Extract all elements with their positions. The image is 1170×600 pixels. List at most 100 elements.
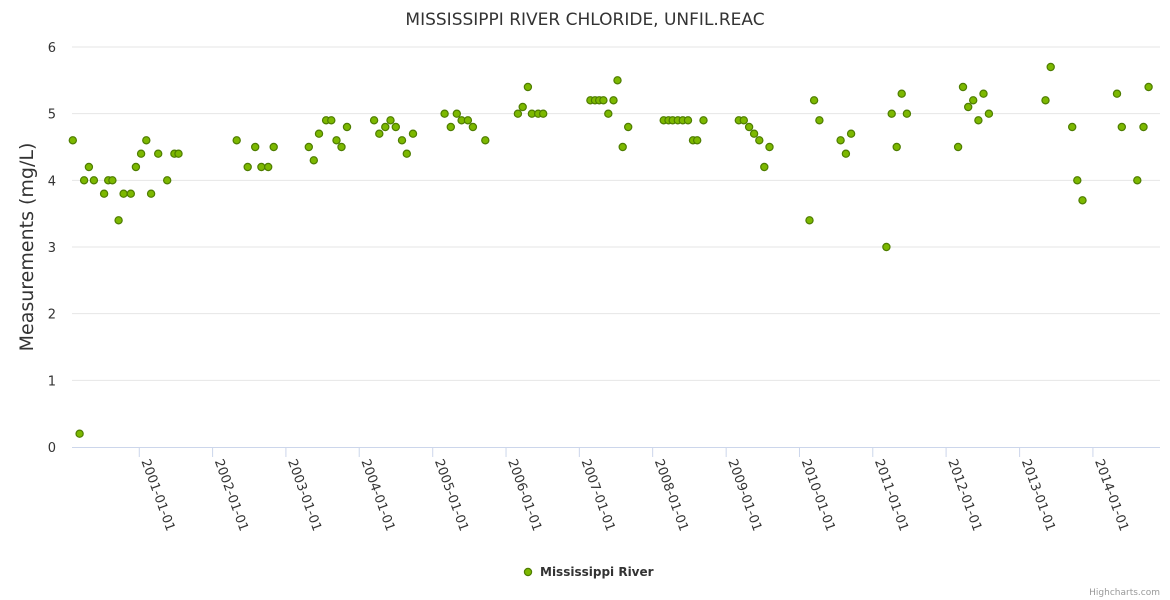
data-point[interactable] [162,176,172,185]
data-point[interactable] [805,216,814,225]
data-point[interactable] [902,109,912,118]
data-point[interactable] [375,129,384,138]
data-point[interactable] [327,116,336,125]
data-point[interactable] [624,122,633,132]
data-point[interactable] [391,122,400,132]
data-point[interactable] [250,142,260,152]
data-point[interactable] [846,129,856,138]
data-point[interactable] [142,136,151,145]
data-point[interactable] [153,149,163,158]
data-point[interactable] [452,109,461,118]
data-point[interactable] [1139,122,1148,132]
credits-link[interactable]: Highcharts.com [1089,588,1160,598]
data-point[interactable] [114,216,123,225]
data-point[interactable] [693,136,702,145]
data-point[interactable] [1067,122,1077,132]
data-point[interactable] [99,189,109,198]
data-point[interactable] [481,136,490,145]
data-point[interactable] [1078,196,1087,205]
data-point[interactable] [1133,176,1142,185]
data-point[interactable] [599,96,608,105]
data-point[interactable] [397,136,407,145]
data-point[interactable] [304,142,313,152]
data-point[interactable] [269,142,278,152]
data-point[interactable] [979,89,988,98]
data-point[interactable] [984,109,994,118]
data-point[interactable] [68,136,78,145]
data-point[interactable] [264,162,273,172]
data-point[interactable] [232,136,241,145]
data-point[interactable] [755,136,764,145]
data-point[interactable] [953,142,963,152]
data-point[interactable] [969,96,978,105]
data-point[interactable] [332,136,341,145]
data-point[interactable] [1046,62,1055,72]
data-point[interactable] [836,136,845,145]
y-tick-label: 0 [48,441,56,456]
data-point[interactable] [523,82,533,92]
data-point[interactable] [119,189,128,198]
data-point[interactable] [146,189,156,198]
data-point[interactable] [744,122,754,132]
data-point[interactable] [887,109,896,118]
series-mississippi-river[interactable] [68,62,1153,438]
data-point[interactable] [964,102,973,112]
data-point[interactable] [337,142,346,152]
data-point[interactable] [75,429,84,438]
data-point[interactable] [1041,96,1050,105]
data-point[interactable] [314,129,324,138]
data-point[interactable] [749,129,759,138]
data-point[interactable] [108,176,117,185]
data-point[interactable] [342,122,352,132]
data-point[interactable] [243,162,252,172]
y-tick-label: 4 [48,174,56,189]
data-point[interactable] [131,162,141,172]
data-point[interactable] [381,122,390,132]
data-point[interactable] [897,89,906,98]
data-point[interactable] [683,116,693,125]
data-point[interactable] [739,116,749,125]
data-point[interactable] [518,102,527,112]
data-point[interactable] [841,149,851,158]
legend[interactable]: Mississippi River [523,565,654,579]
data-point[interactable] [440,109,449,118]
data-point[interactable] [699,116,708,125]
legend-item-label[interactable]: Mississippi River [540,565,654,579]
data-point[interactable] [815,116,824,125]
data-point[interactable] [613,76,622,85]
data-point[interactable] [513,109,523,118]
data-point[interactable] [386,116,395,125]
data-point[interactable] [1144,82,1153,92]
data-point[interactable] [369,116,379,125]
data-point[interactable] [174,149,183,158]
data-point[interactable] [136,149,146,158]
x-tick-label: 2005-01-01 [431,457,471,533]
data-point[interactable] [1117,122,1127,132]
data-point[interactable] [257,162,266,172]
data-point[interactable] [809,96,819,105]
data-point[interactable] [408,129,418,138]
data-point[interactable] [309,156,318,165]
data-point[interactable] [89,176,99,185]
data-point[interactable] [402,149,411,158]
data-point[interactable] [609,96,618,105]
data-point[interactable] [463,116,473,125]
data-point[interactable] [126,189,136,198]
data-point[interactable] [618,142,627,152]
x-tick-label: 2011-01-01 [871,457,911,533]
data-point[interactable] [765,142,774,152]
data-point[interactable] [1073,176,1082,185]
data-point[interactable] [958,82,968,92]
data-point[interactable] [446,122,455,132]
data-point[interactable] [882,242,891,252]
data-point[interactable] [892,142,901,152]
data-point[interactable] [974,116,983,125]
data-point[interactable] [468,122,478,132]
data-point[interactable] [1112,89,1122,98]
data-point[interactable] [79,176,89,185]
data-point[interactable] [84,162,94,172]
data-point[interactable] [604,109,613,118]
data-point[interactable] [760,162,769,172]
data-point[interactable] [539,109,548,118]
